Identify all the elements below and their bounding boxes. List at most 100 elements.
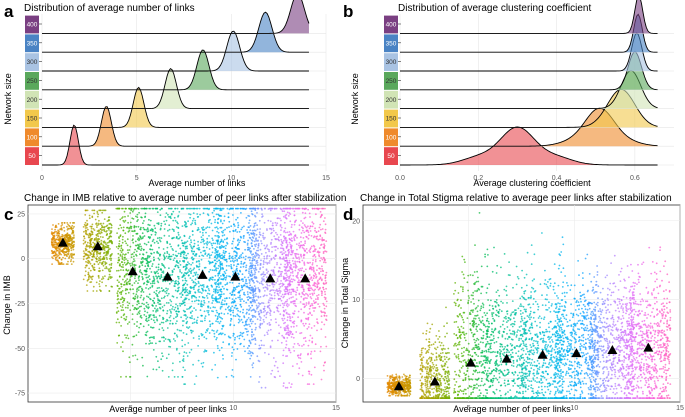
data-point [156, 287, 159, 289]
data-point [190, 270, 192, 273]
data-point [197, 282, 200, 284]
data-point [118, 245, 120, 248]
data-point [285, 242, 288, 244]
data-point [169, 346, 172, 348]
data-point [52, 224, 54, 226]
data-point [100, 224, 103, 227]
data-point [301, 292, 304, 295]
data-point [273, 272, 275, 275]
data-point [297, 281, 299, 284]
data-point [191, 286, 194, 289]
data-point [122, 226, 125, 229]
data-point [60, 253, 62, 256]
data-point [310, 266, 313, 269]
data-point [307, 313, 310, 316]
data-point [325, 240, 328, 243]
data-point [126, 238, 129, 241]
data-point [216, 345, 219, 347]
data-point [88, 217, 91, 220]
x-tick-label: 10 [229, 405, 237, 412]
data-point [131, 313, 134, 315]
data-point [277, 304, 280, 307]
data-point [172, 219, 175, 222]
data-point [149, 298, 152, 301]
data-point [132, 335, 135, 338]
data-point [298, 260, 301, 263]
data-point [220, 215, 223, 217]
data-point [281, 302, 284, 305]
data-point [223, 219, 226, 222]
data-point [241, 273, 244, 276]
data-point [200, 258, 203, 261]
data-point [186, 264, 189, 266]
data-point [246, 318, 249, 321]
data-point [298, 207, 300, 210]
data-point [262, 271, 265, 273]
data-point [180, 302, 183, 305]
data-point [58, 250, 60, 253]
data-point [229, 281, 231, 284]
data-point [163, 256, 166, 259]
data-point [255, 268, 258, 271]
data-point [173, 376, 176, 378]
data-point [313, 325, 316, 327]
data-point [290, 244, 293, 247]
data-point [246, 291, 249, 293]
data-point [284, 300, 287, 303]
data-point [153, 297, 156, 300]
data-point [292, 249, 295, 252]
data-point [160, 222, 163, 225]
data-point [263, 314, 266, 317]
data-point [286, 305, 289, 308]
data-point [140, 207, 143, 210]
data-point [151, 228, 154, 231]
data-point [291, 316, 294, 318]
data-point [166, 310, 169, 312]
data-point [233, 338, 236, 341]
data-point [234, 342, 236, 345]
data-point [309, 353, 312, 355]
data-point [136, 303, 139, 306]
data-point [160, 224, 163, 227]
data-point [52, 243, 54, 246]
data-point [313, 310, 315, 312]
data-point [318, 305, 321, 308]
data-point [70, 255, 73, 258]
data-point [84, 227, 87, 229]
data-point [151, 207, 154, 210]
data-point [322, 282, 325, 285]
data-point [307, 353, 309, 356]
data-point [241, 278, 244, 281]
data-point [312, 267, 315, 270]
data-point [290, 271, 292, 274]
data-point [257, 359, 260, 362]
data-point [136, 287, 139, 290]
data-point [158, 239, 161, 242]
data-point [324, 361, 326, 364]
data-point [192, 330, 194, 332]
data-point [188, 351, 191, 354]
data-point [203, 250, 206, 252]
data-point [215, 309, 218, 312]
data-point [285, 254, 288, 256]
data-point [279, 251, 282, 254]
data-point [176, 296, 178, 299]
data-point [217, 217, 220, 220]
data-point [133, 225, 136, 227]
data-point [120, 316, 123, 319]
data-point [95, 257, 97, 260]
data-point [266, 229, 268, 232]
data-point [109, 275, 112, 278]
data-point [280, 299, 283, 302]
data-point [65, 263, 68, 265]
data-point [222, 251, 225, 254]
data-point [236, 207, 239, 210]
data-point [153, 251, 156, 254]
data-point [145, 276, 148, 279]
data-point [207, 260, 210, 263]
data-point [279, 298, 282, 300]
x-tick-label: 15 [676, 405, 684, 412]
data-point [139, 236, 142, 238]
data-point [282, 306, 284, 309]
data-point [229, 320, 232, 322]
